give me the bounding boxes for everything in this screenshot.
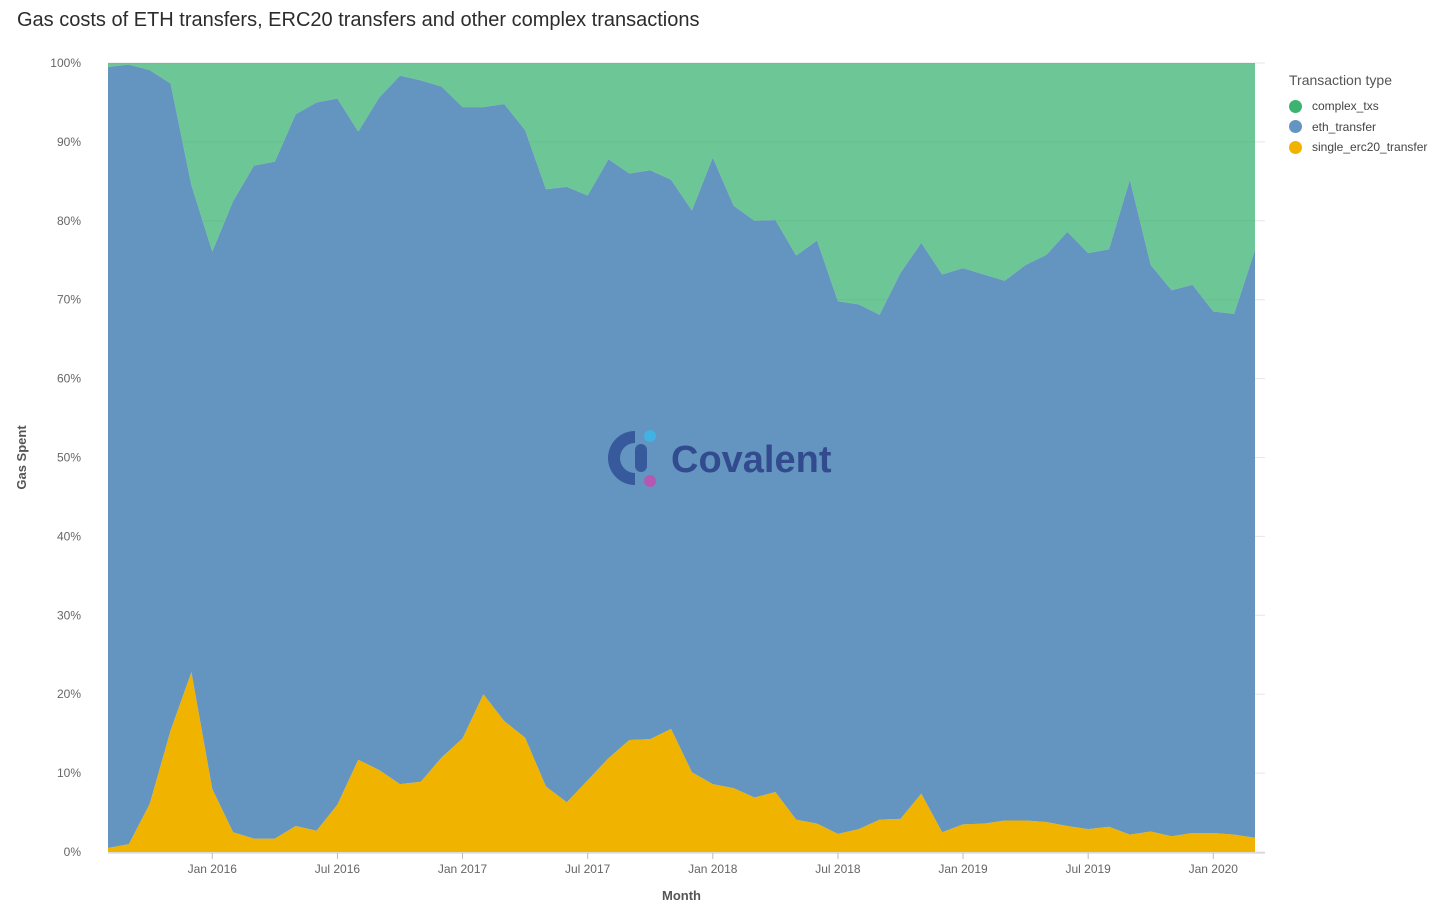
legend-dot-icon <box>1289 140 1302 154</box>
legend-dot-icon <box>1289 99 1302 113</box>
legend-item-complex-txs[interactable]: complex_txs <box>1289 96 1427 117</box>
y-tick-label: 90% <box>57 135 81 149</box>
y-axis-label: Gas Spent <box>14 425 29 490</box>
logo-wordmark: Covalent <box>671 439 832 481</box>
x-axis-label: Month <box>662 888 701 903</box>
x-tick-label: Jan 2018 <box>688 862 738 876</box>
legend-dot-icon <box>1289 120 1302 134</box>
x-tick-label: Jan 2019 <box>938 862 988 876</box>
chart-title: Gas costs of ETH transfers, ERC20 transf… <box>17 9 700 31</box>
y-tick-label: 0% <box>64 845 82 859</box>
stacked-areas <box>108 63 1255 852</box>
y-tick-label: 60% <box>57 372 81 386</box>
y-tick-label: 100% <box>50 56 81 70</box>
y-tick-label: 40% <box>57 529 81 543</box>
x-tick-label: Jul 2017 <box>565 862 611 876</box>
logo-pink-dot-icon <box>644 475 656 487</box>
y-tick-label: 20% <box>57 687 81 701</box>
x-tick-label: Jul 2018 <box>815 862 861 876</box>
y-tick-label: 50% <box>57 451 81 465</box>
y-tick-label: 30% <box>57 608 81 622</box>
y-axis-ticks: 0% 10% 20% 30% 40% 50% 60% 70% 80% 90% 100% <box>50 56 81 859</box>
y-tick-label: 10% <box>57 766 81 780</box>
legend-label: single_erc20_transfer <box>1312 140 1428 155</box>
covalent-logo-watermark: Covalent <box>608 430 832 487</box>
legend-title: Transaction type <box>1289 72 1392 88</box>
x-axis-ticks: Jan 2016 Jul 2016 Jan 2017 Jul 2017 Jan 2018… <box>108 852 1265 876</box>
x-tick-label: Jan 2016 <box>188 862 238 876</box>
area-complex-txs[interactable] <box>108 63 1255 315</box>
y-tick-label: 70% <box>57 293 81 307</box>
area-single-erc20-transfer[interactable] <box>108 672 1255 852</box>
legend-label: eth_transfer <box>1312 119 1377 134</box>
legend-item-single-erc20-transfer[interactable]: single_erc20_transfer <box>1289 137 1427 158</box>
logo-bar-icon <box>635 444 647 472</box>
x-tick-label: Jan 2017 <box>438 862 488 876</box>
area-eth-transfer[interactable] <box>108 64 1255 849</box>
x-tick-label: Jul 2019 <box>1065 862 1111 876</box>
x-tick-label: Jan 2020 <box>1189 862 1239 876</box>
logo-blue-dot-icon <box>644 430 656 442</box>
legend: Transaction type complex_txs eth_transfe… <box>1289 72 1427 158</box>
legend-item-eth-transfer[interactable]: eth_transfer <box>1289 117 1427 138</box>
logo-ring-icon <box>608 431 635 485</box>
legend-label: complex_txs <box>1312 99 1379 114</box>
x-tick-label: Jul 2016 <box>315 862 361 876</box>
y-tick-label: 80% <box>57 214 81 228</box>
